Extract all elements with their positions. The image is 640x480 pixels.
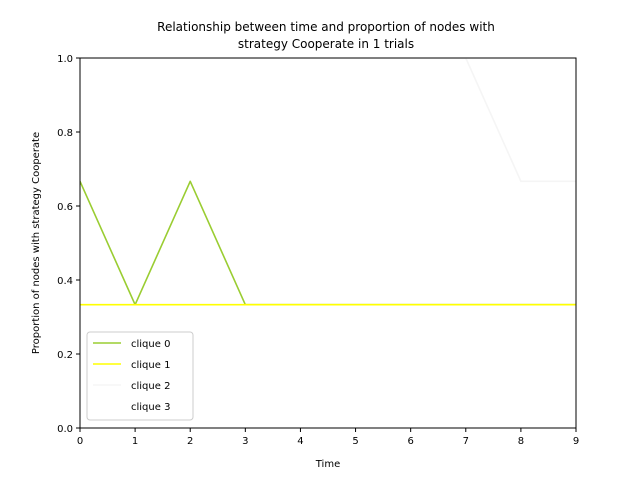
x-tick-label: 0 — [77, 436, 83, 447]
chart-title-line-1: Relationship between time and proportion… — [157, 20, 495, 34]
y-tick-label: 0.2 — [57, 350, 73, 361]
x-axis: 0 1 2 3 4 5 6 7 8 9 — [77, 428, 579, 447]
x-tick-label: 5 — [352, 436, 358, 447]
x-axis-title: Time — [315, 459, 340, 470]
y-tick-label: 0.0 — [57, 424, 73, 435]
x-tick-label: 6 — [407, 436, 413, 447]
x-tick-label: 9 — [573, 436, 579, 447]
plot-area-frame — [79, 57, 577, 429]
y-tick-label: 0.8 — [57, 128, 73, 139]
legend-label: clique 1 — [131, 360, 170, 371]
y-tick-label: 1.0 — [57, 54, 73, 65]
legend-label: clique 3 — [131, 402, 170, 413]
y-tick-label: 0.4 — [57, 276, 73, 287]
legend-box — [86, 331, 194, 421]
legend-label: clique 0 — [131, 339, 170, 350]
series-layer — [80, 58, 576, 306]
x-tick-label: 2 — [187, 436, 193, 447]
x-tick-label: 4 — [297, 436, 303, 447]
x-tick-label: 8 — [518, 436, 524, 447]
legend: clique 0 clique 1 clique 2 clique 3 — [86, 331, 194, 421]
chart-title-line-2: strategy Cooperate in 1 trials — [238, 37, 414, 51]
x-tick-label: 7 — [463, 436, 469, 447]
series-line-clique-2 — [80, 58, 576, 183]
y-axis-title: Proportion of nodes with strategy Cooper… — [31, 132, 42, 354]
y-tick-label: 0.6 — [57, 202, 73, 213]
x-tick-label: 1 — [132, 436, 138, 447]
x-tick-label: 3 — [242, 436, 248, 447]
legend-label: clique 2 — [131, 381, 170, 392]
y-axis: 0.0 0.2 0.4 0.6 0.8 1.0 — [57, 54, 80, 435]
